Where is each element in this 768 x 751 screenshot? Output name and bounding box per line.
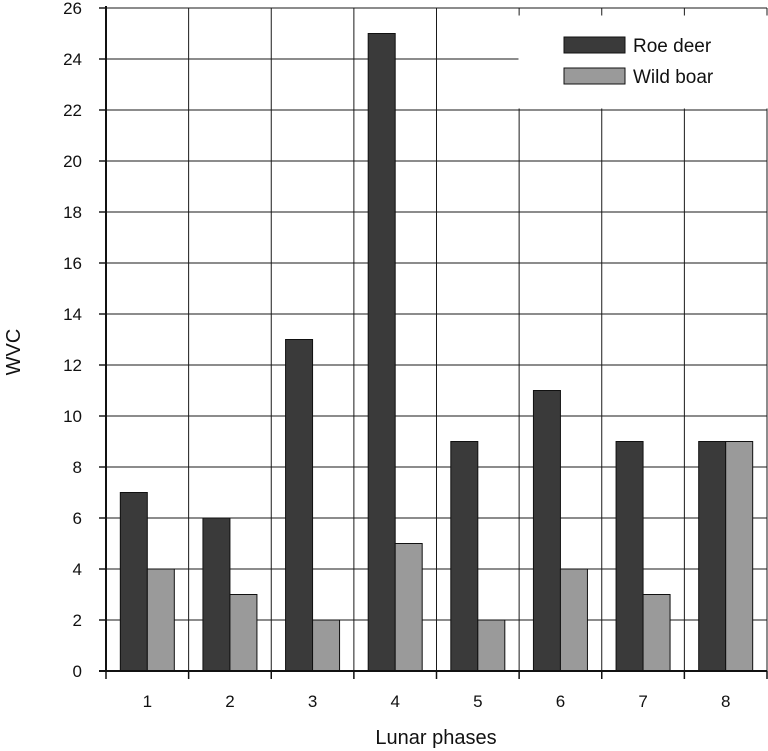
legend-swatch [563,36,626,54]
x-tick-label: 1 [143,692,152,711]
y-tick-label: 14 [63,305,82,324]
bar [202,517,231,672]
bar [698,441,727,672]
y-axis-title: WVC [3,329,25,376]
legend-swatch [563,67,626,85]
legend: Roe deer Wild boar [518,15,768,109]
y-tick-label: 8 [73,458,82,477]
bar [119,492,148,672]
y-tick-label: 16 [63,254,82,273]
x-tick-label: 7 [638,692,647,711]
bar [394,543,423,672]
bar [642,594,671,672]
y-tick-label: 4 [73,560,82,579]
y-tick-label: 22 [63,101,82,120]
x-axis-title: Lunar phases [375,727,496,749]
grid-lines [106,7,768,671]
x-tick-label: 3 [308,692,317,711]
bar [725,441,754,672]
y-tick-label: 20 [63,152,82,171]
bars [119,33,754,672]
y-tick-label: 6 [73,509,82,528]
bar [559,568,588,672]
bar [285,339,314,672]
y-tick-label: 24 [63,50,82,69]
bar [229,594,258,672]
x-tick-label: 4 [390,692,399,711]
y-tick-label: 10 [63,407,82,426]
bar [532,390,561,672]
x-tick-label: 2 [225,692,234,711]
bar [312,619,341,672]
x-tick-label: 8 [721,692,730,711]
bar [450,441,479,672]
x-tick-label: 6 [556,692,565,711]
legend-label: Wild boar [633,67,714,88]
legend-label: Roe deer [633,36,712,57]
bar [146,568,175,672]
y-tick-label: 0 [73,662,82,681]
x-tick-label: 5 [473,692,482,711]
legend-box [518,15,768,109]
bar [367,33,396,672]
bar [477,619,506,672]
y-tick-label: 12 [63,356,82,375]
y-tick-label: 2 [73,611,82,630]
y-tick-label: 26 [63,0,82,18]
y-tick-label: 18 [63,203,82,222]
bar [615,441,644,672]
